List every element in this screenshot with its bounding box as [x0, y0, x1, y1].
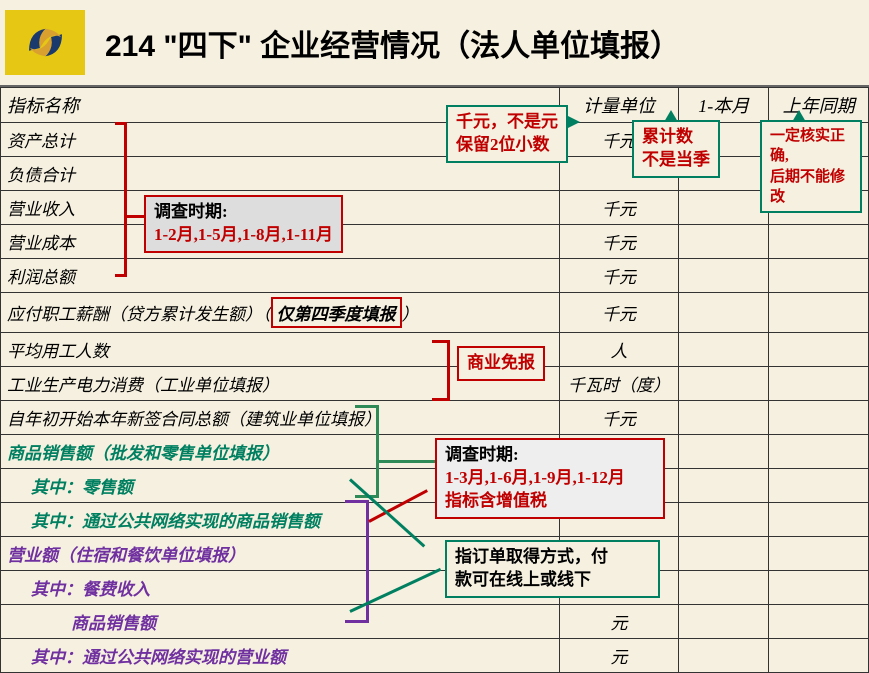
row-month: [679, 571, 769, 605]
bracket-red-1: [115, 122, 127, 274]
col-year-header: 上年同期: [769, 88, 869, 123]
callout-survey-period-2: 调查时期: 1-3月,1-6月,1-9月,1-12月 指标含增值税: [435, 438, 665, 519]
table-row: 负债合计: [1, 157, 869, 191]
row-unit: 元: [559, 639, 679, 673]
row-year: [769, 639, 869, 673]
row-unit: 人: [559, 333, 679, 367]
row-year: [769, 225, 869, 259]
row-year: [769, 435, 869, 469]
callout-unit-note: 千元，不是元 保留2位小数: [446, 105, 568, 163]
col-month-header: 1-本月: [679, 88, 769, 123]
row-month: [679, 605, 769, 639]
row-year: [769, 469, 869, 503]
bracket-green-t: [355, 405, 379, 408]
row-year: [769, 571, 869, 605]
header: 214 "四下" 企业经营情况（法人单位填报）: [0, 0, 869, 87]
row-month: [679, 225, 769, 259]
row-year: [769, 537, 869, 571]
table-row: 平均用工人数人: [1, 333, 869, 367]
bracket-purple-t: [345, 500, 369, 503]
row-label: 利润总额: [1, 259, 560, 293]
row-year: [769, 293, 869, 333]
row-year: [769, 401, 869, 435]
table-row: 自年初开始本年新签合同总额（建筑业单位填报）千元: [1, 401, 869, 435]
row-unit: 元: [559, 605, 679, 639]
table-row: 其中：餐费收入: [1, 571, 869, 605]
table-row: 应付职工薪酬（贷方累计发生额）（仅第四季度填报）千元: [1, 293, 869, 333]
row-label: 自年初开始本年新签合同总额（建筑业单位填报）: [1, 401, 560, 435]
row-month: [679, 639, 769, 673]
bracket-green: [365, 405, 379, 495]
row-year: [769, 503, 869, 537]
row-unit: 千元: [559, 259, 679, 293]
row-month: [679, 191, 769, 225]
data-table: 指标名称 计量单位 1-本月 上年同期 资产总计千元负债合计营业收入千元营业成本…: [0, 87, 869, 673]
table-header-row: 指标名称 计量单位 1-本月 上年同期: [1, 88, 869, 123]
logo-icon: [5, 10, 85, 75]
bracket-red-1h: [127, 215, 144, 218]
row-month: [679, 333, 769, 367]
row-month: [679, 367, 769, 401]
row-label: 其中：通过公共网络实现的营业额: [1, 639, 560, 673]
callout-order-method: 指订单取得方式，付 款可在线上或线下: [445, 540, 660, 598]
row-month: [679, 537, 769, 571]
bracket-red-2t: [432, 340, 450, 343]
table-row: 其中：通过公共网络实现的营业额元: [1, 639, 869, 673]
row-month: [679, 293, 769, 333]
row-year: [769, 367, 869, 401]
row-month: [679, 469, 769, 503]
row-month: [679, 259, 769, 293]
row-unit: 千瓦时（度）: [559, 367, 679, 401]
table-row: 营业收入千元: [1, 191, 869, 225]
row-year: [769, 605, 869, 639]
table-row: 营业额（住宿和餐饮单位填报）: [1, 537, 869, 571]
row-month: [679, 401, 769, 435]
table-row: 资产总计千元: [1, 123, 869, 157]
row-unit: 千元: [559, 293, 679, 333]
row-month: [679, 435, 769, 469]
table-row: 利润总额千元: [1, 259, 869, 293]
row-label: 商品销售额: [1, 605, 560, 639]
row-unit: 千元: [559, 191, 679, 225]
row-year: [769, 333, 869, 367]
row-month: [679, 503, 769, 537]
callout-cumulative-note: 累计数 不是当季: [632, 120, 720, 178]
bracket-red-1b: [115, 274, 127, 277]
row-label: 应付职工薪酬（贷方累计发生额）（仅第四季度填报）: [1, 293, 560, 333]
row-unit: 千元: [559, 401, 679, 435]
bracket-green-h: [379, 460, 435, 463]
callout-survey-period-1: 调查时期: 1-2月,1-5月,1-8月,1-11月: [144, 195, 343, 253]
bracket-purple-b: [345, 620, 369, 623]
bracket-red-2b: [432, 398, 450, 401]
table-row: 商品销售额元: [1, 605, 869, 639]
row-unit: 千元: [559, 225, 679, 259]
bracket-red-2: [440, 340, 450, 398]
table-row: 工业生产电力消费（工业单位填报）千瓦时（度）: [1, 367, 869, 401]
row-year: [769, 259, 869, 293]
page-title: 214 "四下" 企业经营情况（法人单位填报）: [105, 21, 680, 65]
callout-commerce-exempt: 商业免报: [457, 346, 545, 381]
bracket-red-1t: [115, 122, 127, 125]
table-row: 营业成本千元: [1, 225, 869, 259]
callout-verify-note: 一定核实正确, 后期不能修改: [760, 120, 862, 213]
